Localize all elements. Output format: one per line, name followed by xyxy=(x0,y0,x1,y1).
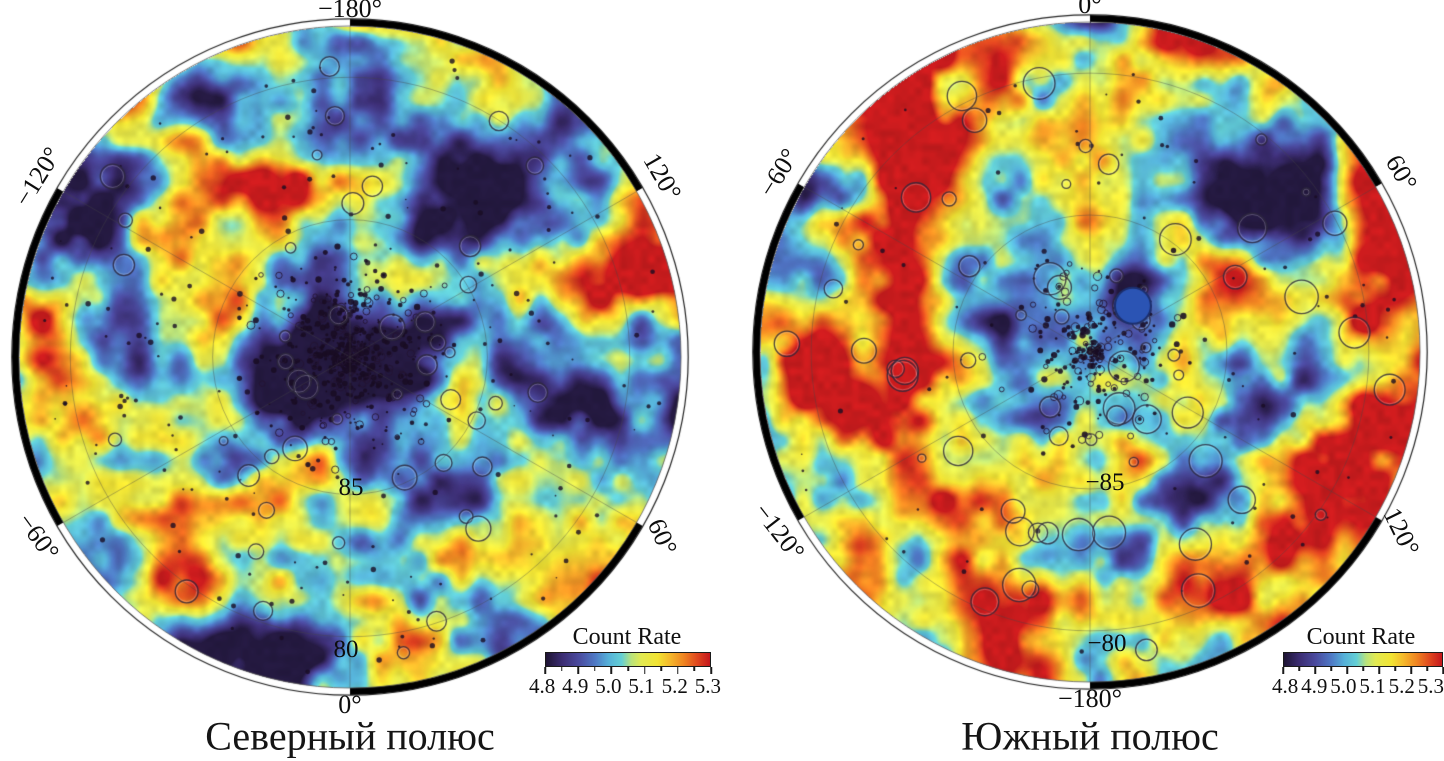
colorbar-tick-label: 5.1 xyxy=(628,674,655,698)
colorbar-title: Count Rate xyxy=(1306,624,1416,650)
colorbar-tick xyxy=(1362,667,1364,671)
colorbar-tick xyxy=(577,667,579,674)
colorbar-tick xyxy=(594,667,596,671)
colorbar-tick-labels: 4.8 4.9 5.0 5.1 5.2 5.3 xyxy=(529,676,721,697)
colorbar-tick xyxy=(610,667,613,674)
colorbar-ticks xyxy=(544,667,712,675)
south-pole-map xyxy=(722,0,1444,712)
colorbar-tick xyxy=(627,667,629,671)
meridian-label: 0° xyxy=(338,690,362,719)
colorbar-tick-label: 5.0 xyxy=(595,674,622,698)
colorbar-tick-labels: 4.8 4.9 5.0 5.1 5.2 5.3 xyxy=(1272,676,1444,697)
colorbar-tick xyxy=(1442,667,1444,674)
colorbar-tick xyxy=(1394,667,1396,671)
caption-north-pole: Северный полюс xyxy=(205,713,495,759)
caption-south-pole: Южный полюс xyxy=(961,713,1219,759)
colorbar-tick-label: 5.1 xyxy=(1359,674,1386,698)
colorbar-tick xyxy=(660,667,662,671)
colorbar-gradient xyxy=(1283,652,1443,667)
latitude-label: 85 xyxy=(338,474,364,502)
meridian-label: −180° xyxy=(317,0,383,23)
colorbar-gradient xyxy=(545,652,711,667)
meridian-label: 0° xyxy=(1078,0,1102,19)
colorbar-tick xyxy=(1282,667,1284,674)
colorbar-tick-label: 4.9 xyxy=(562,674,589,698)
north-pole-map xyxy=(0,0,722,712)
colorbar-tick-label: 5.0 xyxy=(1330,674,1357,698)
meridian-label: −180° xyxy=(1057,684,1123,713)
colorbar-title: Count Rate xyxy=(572,624,682,650)
colorbar-tick-label: 4.9 xyxy=(1301,674,1328,698)
colorbar-tick-label: 5.2 xyxy=(1388,674,1415,698)
colorbar-tick xyxy=(560,667,563,671)
colorbar-tick xyxy=(1426,667,1428,671)
colorbar-tick-label: 5.3 xyxy=(1417,674,1444,698)
colorbar-tick-label: 5.2 xyxy=(661,674,688,698)
colorbar-tick-label: 4.8 xyxy=(529,674,556,698)
colorbar-tick xyxy=(1378,667,1380,674)
colorbar-tick xyxy=(1314,667,1316,674)
colorbar-tick xyxy=(1298,667,1300,671)
colorbar-tick xyxy=(710,667,712,674)
colorbar-tick xyxy=(693,667,696,671)
colorbar-tick xyxy=(1346,667,1348,674)
colorbar-tick xyxy=(544,667,546,674)
colorbar-tick-label: 4.8 xyxy=(1272,674,1299,698)
colorbar-tick xyxy=(677,667,679,674)
colorbar-tick-label: 5.3 xyxy=(694,674,721,698)
colorbar-tick xyxy=(1410,667,1412,674)
colorbar-ticks xyxy=(1282,667,1444,675)
latitude-label: −85 xyxy=(1085,468,1125,496)
colorbar-tick xyxy=(1330,667,1332,671)
latitude-label: −80 xyxy=(1087,629,1127,657)
colorbar-tick xyxy=(643,667,646,674)
latitude-label: 80 xyxy=(333,635,359,663)
